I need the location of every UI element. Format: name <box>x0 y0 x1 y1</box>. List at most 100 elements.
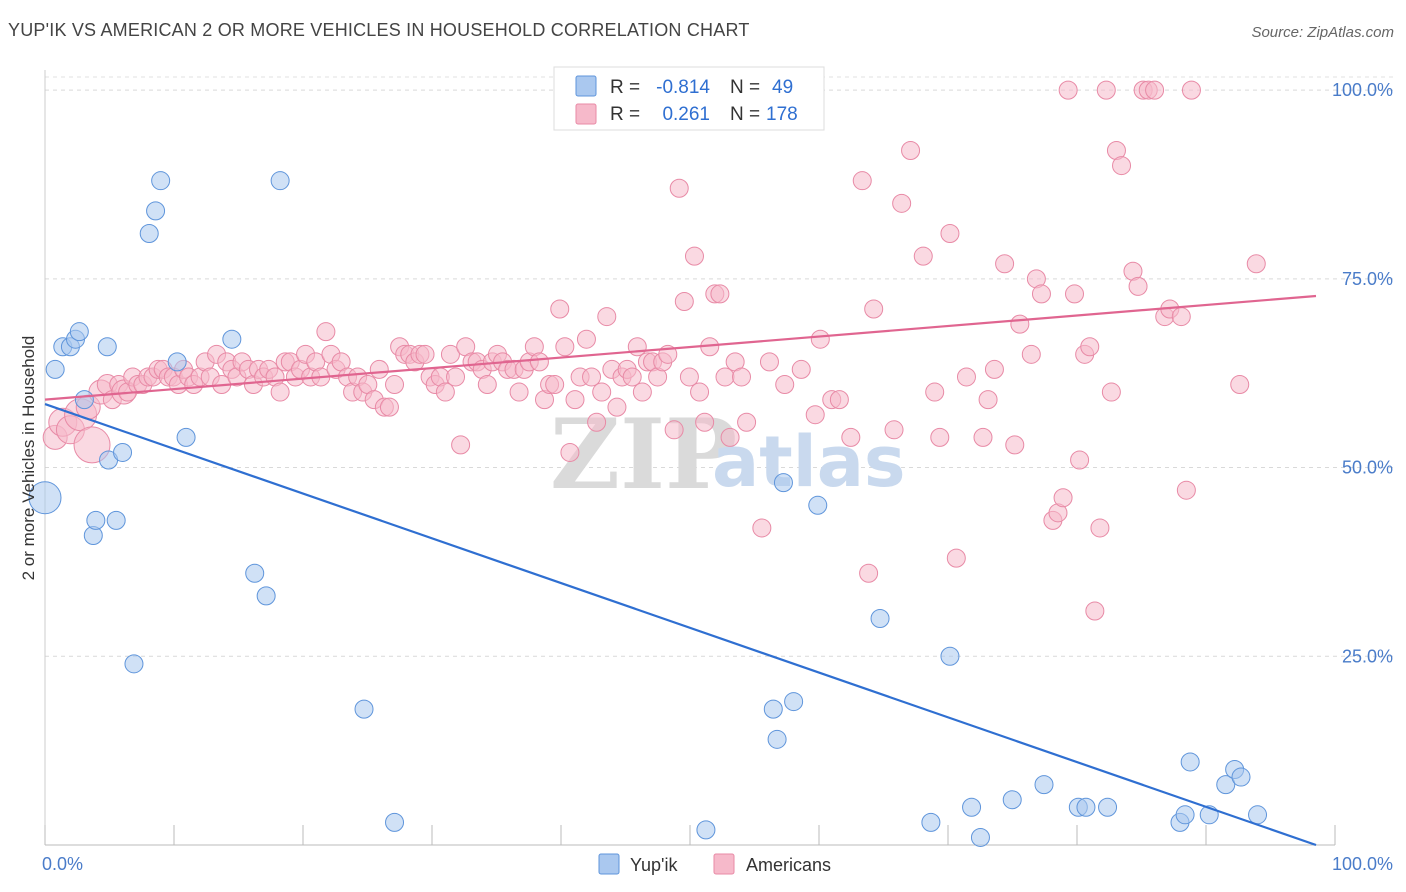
americans-point-183 <box>1176 480 1196 500</box>
americans-point-157 <box>1010 314 1030 334</box>
americans-point-122 <box>695 412 715 432</box>
yupik-point-8 <box>86 510 106 530</box>
americans-point-146 <box>913 246 933 266</box>
americans-point-154 <box>984 359 1004 379</box>
americans-point-116 <box>664 420 684 440</box>
americans-point-103 <box>597 307 617 327</box>
yupik-point-13 <box>124 654 144 674</box>
americans-point-164 <box>1058 80 1078 100</box>
americans-point-132 <box>759 352 779 372</box>
americans-point-170 <box>1090 518 1110 538</box>
americans-point-130 <box>737 412 757 432</box>
y-tick-label-25: 25.0% <box>1342 646 1393 666</box>
yupik-point-0 <box>28 481 62 515</box>
americans-point-40 <box>270 382 290 402</box>
americans-point-61 <box>379 397 399 417</box>
legend-yupik-r-value: -0.814 <box>656 77 710 98</box>
yupik-point-34 <box>962 797 982 817</box>
americans-trend-line <box>44 294 1317 401</box>
yupik-point-24 <box>385 812 405 832</box>
americans-point-172 <box>1101 382 1121 402</box>
yupik-point-17 <box>167 352 187 372</box>
americans-point-74 <box>446 367 466 387</box>
americans-point-153 <box>978 390 998 410</box>
chart-source: Source: ZipAtlas.com <box>1251 24 1394 41</box>
americans-point-75 <box>451 435 471 455</box>
americans-point-120 <box>684 246 704 266</box>
legend-box <box>553 66 825 131</box>
americans-point-185 <box>1230 375 1250 395</box>
x-axis-ticks <box>44 825 1336 845</box>
x-tick-label-min: 0.0% <box>42 854 83 874</box>
yupik-point-15 <box>146 201 166 221</box>
americans-point-171 <box>1096 80 1116 100</box>
americans-point-140 <box>852 171 872 191</box>
americans-point-145 <box>901 140 921 160</box>
bottom-legend-yupik-swatch <box>598 853 620 875</box>
yupik-point-47 <box>1231 767 1251 787</box>
yupik-point-30 <box>808 495 828 515</box>
americans-point-119 <box>679 367 699 387</box>
yupik-point-42 <box>1175 805 1195 825</box>
yupik-point-18 <box>176 427 196 447</box>
americans-point-59 <box>369 359 389 379</box>
americans-point-184 <box>1181 80 1201 100</box>
yupik-point-45 <box>1216 775 1236 795</box>
americans-point-148 <box>930 427 950 447</box>
yupik-point-14 <box>139 224 159 244</box>
chart-title: YUP'IK VS AMERICAN 2 OR MORE VEHICLES IN… <box>8 20 750 40</box>
americans-point-135 <box>805 405 825 425</box>
americans-point-62 <box>385 375 405 395</box>
americans-point-136 <box>810 329 830 349</box>
americans-point-152 <box>973 427 993 447</box>
yupik-point-31 <box>870 609 890 629</box>
americans-point-80 <box>477 375 497 395</box>
bottom-legend: Yup'ik Americans <box>598 853 831 875</box>
americans-point-102 <box>592 382 612 402</box>
yupik-point-20 <box>245 563 265 583</box>
americans-points <box>42 80 1266 621</box>
y-tick-label-100: 100.0% <box>1332 80 1393 100</box>
legend-americans-r-value: 0.261 <box>662 104 710 125</box>
americans-point-147 <box>925 382 945 402</box>
yupik-point-27 <box>767 729 787 749</box>
watermark-atlas: atlas <box>712 421 906 503</box>
yupik-point-23 <box>354 699 374 719</box>
yupik-point-19 <box>222 329 242 349</box>
americans-point-138 <box>829 390 849 410</box>
yupik-point-36 <box>1002 790 1022 810</box>
americans-point-97 <box>565 390 585 410</box>
americans-point-73 <box>440 344 460 364</box>
americans-point-99 <box>576 329 596 349</box>
americans-point-156 <box>1005 435 1025 455</box>
americans-point-150 <box>946 548 966 568</box>
americans-point-118 <box>674 291 694 311</box>
americans-point-179 <box>1145 80 1165 100</box>
americans-point-174 <box>1112 156 1132 176</box>
americans-point-182 <box>1171 307 1191 327</box>
americans-point-95 <box>555 337 575 357</box>
americans-point-125 <box>710 284 730 304</box>
legend-yupik-r-label: R = <box>610 77 640 98</box>
yupik-point-11 <box>106 510 126 530</box>
legend-yupik-n-value: 49 <box>772 77 793 98</box>
americans-point-142 <box>864 299 884 319</box>
americans-point-105 <box>607 397 627 417</box>
americans-point-165 <box>1065 284 1085 304</box>
americans-point-127 <box>720 427 740 447</box>
yupik-point-48 <box>1248 805 1268 825</box>
x-tick-label-max: 100.0% <box>1332 854 1393 874</box>
yupik-point-1 <box>45 359 65 379</box>
americans-point-186 <box>1246 254 1266 274</box>
yupik-point-12 <box>113 442 133 462</box>
americans-point-134 <box>791 359 811 379</box>
legend-americans-n-value: 178 <box>766 104 798 125</box>
americans-point-158 <box>1021 344 1041 364</box>
americans-point-143 <box>884 420 904 440</box>
americans-point-126 <box>715 367 735 387</box>
y-tick-labels: 25.0% 50.0% 75.0% 100.0% <box>1332 80 1393 666</box>
americans-point-169 <box>1085 601 1105 621</box>
y-axis-label: 2 or more Vehicles in Household <box>19 336 38 581</box>
americans-point-117 <box>669 178 689 198</box>
